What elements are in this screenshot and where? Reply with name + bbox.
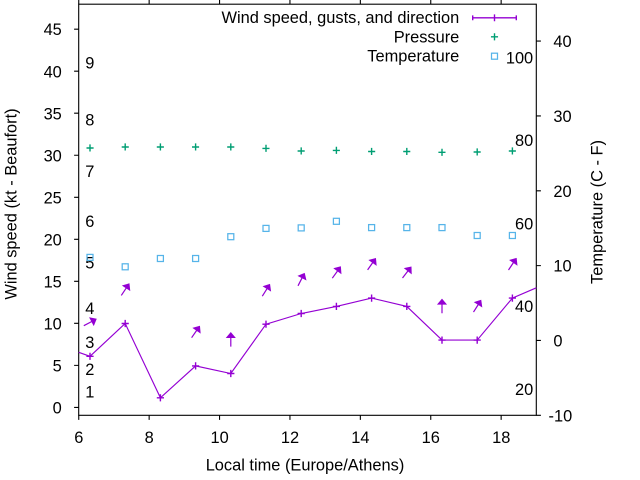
- svg-text:10: 10: [210, 429, 228, 447]
- svg-text:40: 40: [515, 298, 533, 316]
- svg-text:45: 45: [44, 21, 62, 39]
- svg-text:Wind speed, gusts, and directi: Wind speed, gusts, and direction: [221, 9, 459, 27]
- svg-text:18: 18: [492, 429, 510, 447]
- svg-text:5: 5: [53, 357, 62, 375]
- svg-text:40: 40: [553, 33, 571, 51]
- svg-text:20: 20: [515, 381, 533, 399]
- svg-text:2: 2: [85, 361, 94, 379]
- svg-text:Temperature: Temperature: [367, 47, 459, 65]
- svg-text:80: 80: [515, 132, 533, 150]
- svg-text:8: 8: [145, 429, 154, 447]
- svg-text:Pressure: Pressure: [394, 28, 460, 46]
- svg-text:30: 30: [553, 108, 571, 126]
- svg-text:10: 10: [44, 315, 62, 333]
- svg-text:Temperature (C - F): Temperature (C - F): [588, 140, 606, 284]
- svg-text:40: 40: [44, 63, 62, 81]
- svg-text:20: 20: [553, 183, 571, 201]
- svg-text:Wind speed (kt - Beaufort): Wind speed (kt - Beaufort): [3, 108, 21, 299]
- svg-text:35: 35: [44, 105, 62, 123]
- svg-text:5: 5: [85, 255, 94, 273]
- svg-text:20: 20: [44, 231, 62, 249]
- svg-text:7: 7: [85, 163, 94, 181]
- svg-text:0: 0: [553, 333, 562, 351]
- svg-text:4: 4: [85, 300, 94, 318]
- svg-text:9: 9: [85, 55, 94, 73]
- svg-text:6: 6: [74, 429, 83, 447]
- svg-text:6: 6: [85, 213, 94, 231]
- svg-text:14: 14: [351, 429, 369, 447]
- svg-text:60: 60: [515, 216, 533, 234]
- svg-text:0: 0: [53, 399, 62, 417]
- svg-text:10: 10: [553, 258, 571, 276]
- svg-text:15: 15: [44, 273, 62, 291]
- svg-text:12: 12: [281, 429, 299, 447]
- svg-text:-10: -10: [549, 407, 573, 425]
- svg-text:25: 25: [44, 189, 62, 207]
- svg-text:Local time (Europe/Athens): Local time (Europe/Athens): [206, 457, 405, 475]
- svg-text:16: 16: [422, 429, 440, 447]
- svg-text:3: 3: [85, 334, 94, 352]
- svg-text:8: 8: [85, 112, 94, 130]
- svg-text:100: 100: [506, 49, 533, 67]
- svg-text:30: 30: [44, 147, 62, 165]
- svg-text:1: 1: [85, 383, 94, 401]
